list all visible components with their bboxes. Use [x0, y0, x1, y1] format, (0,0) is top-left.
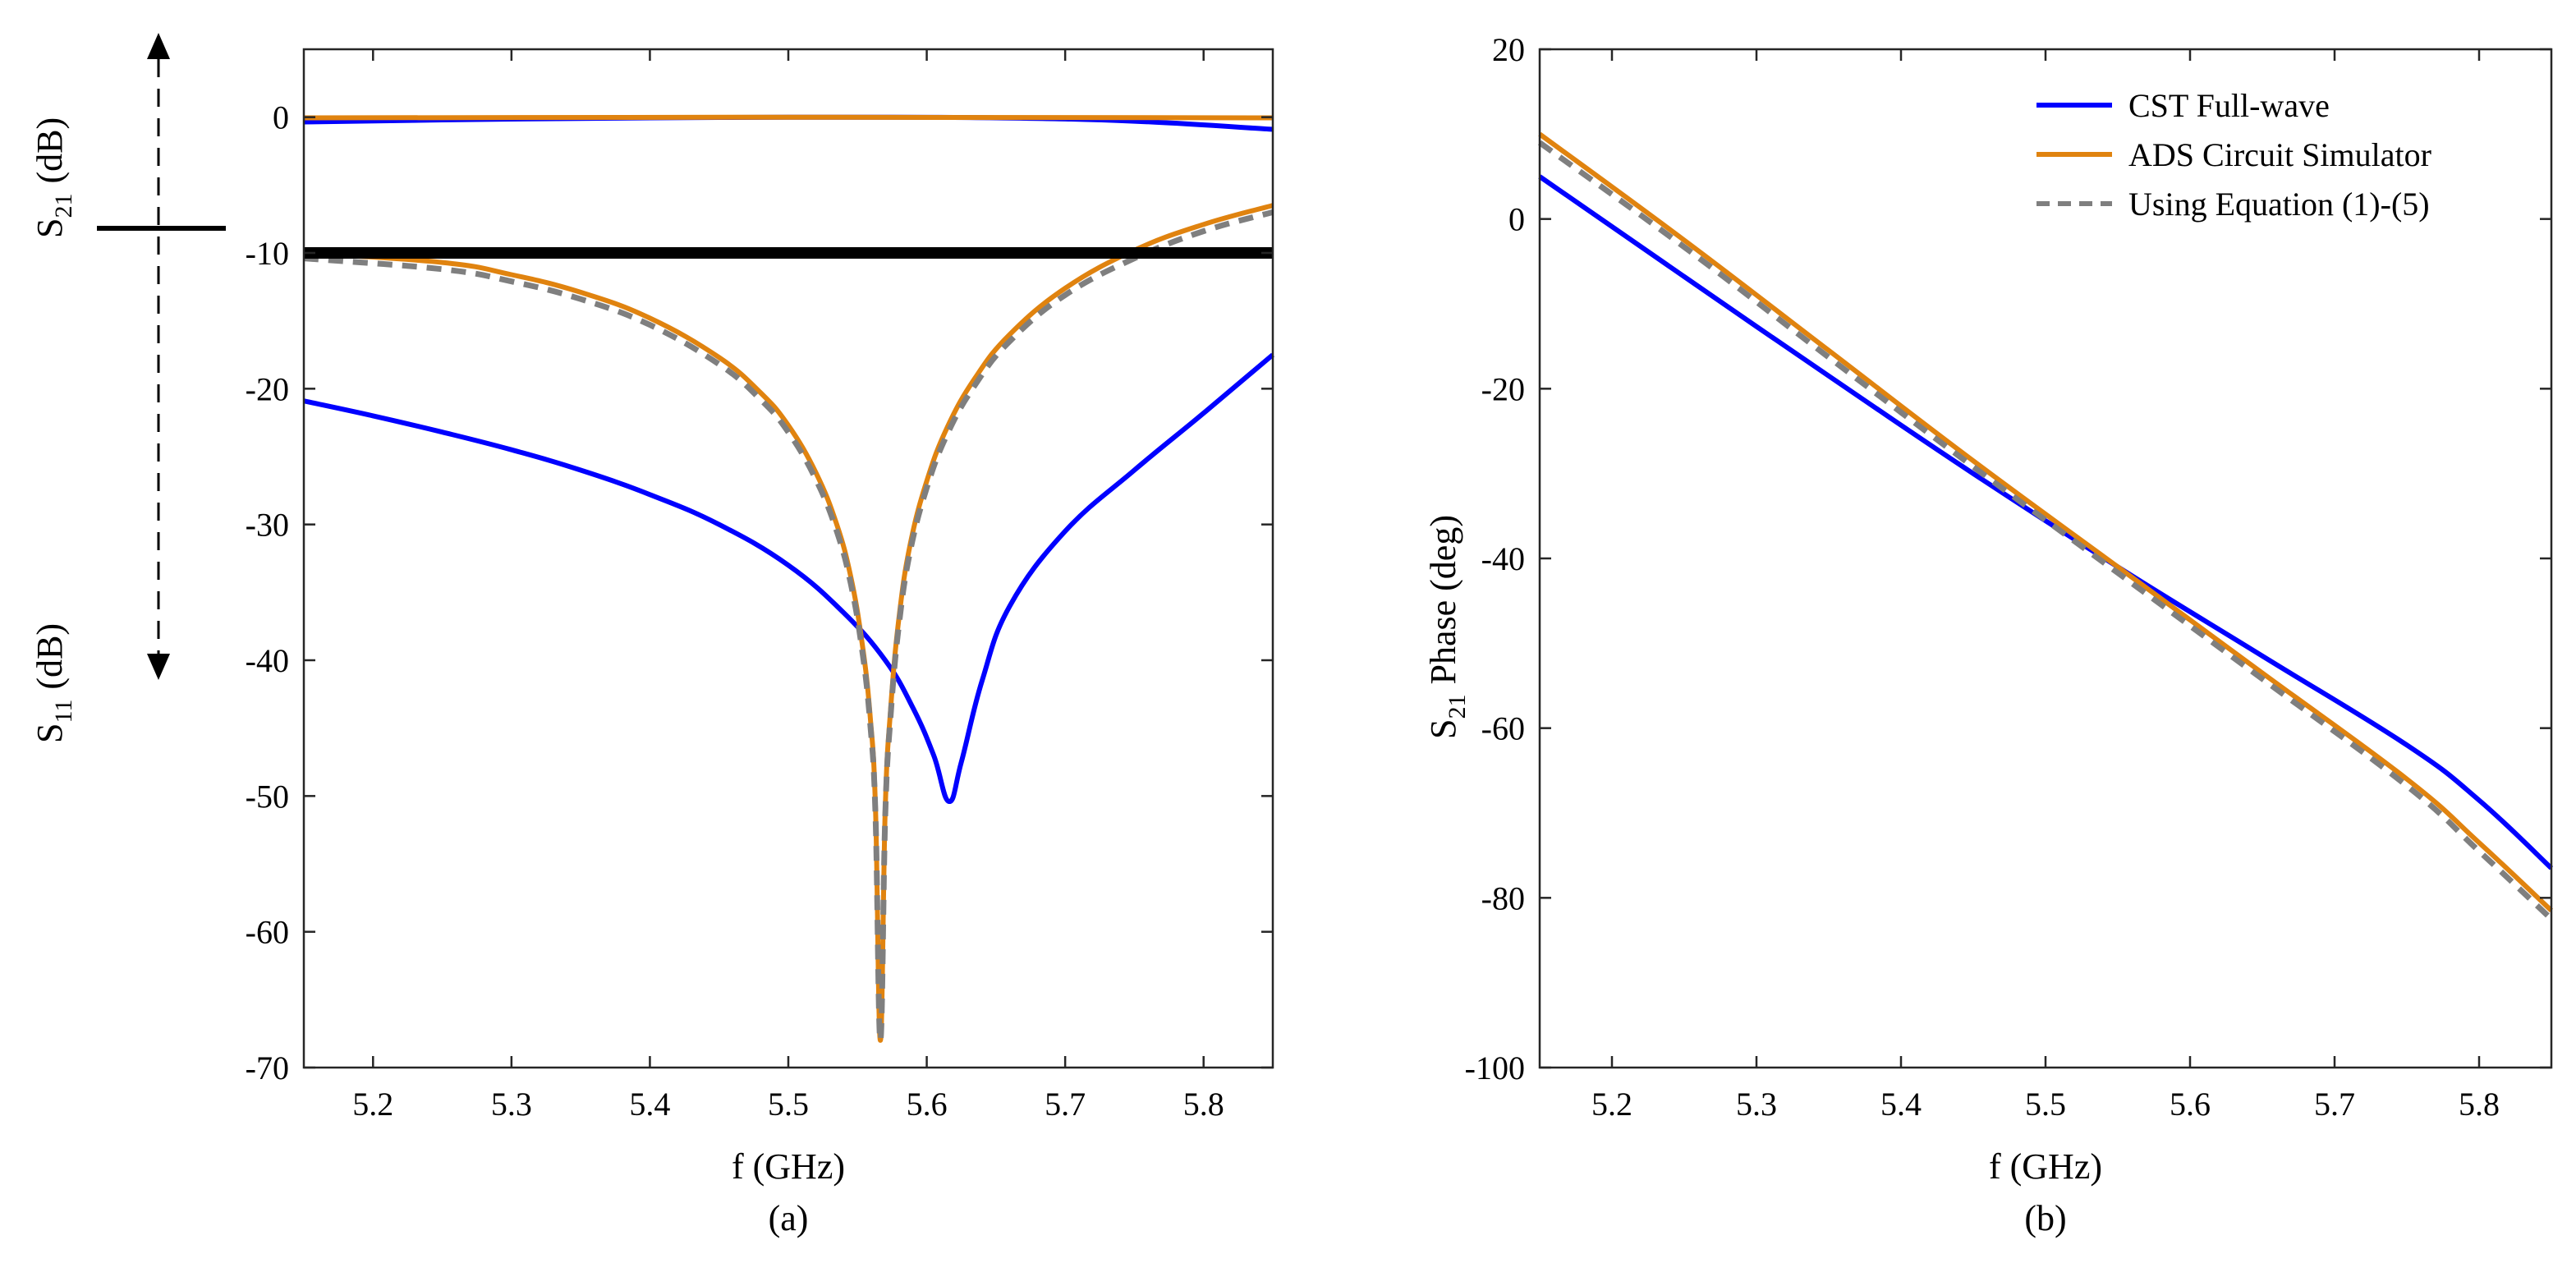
- panel-b: 5.2 5.3 5.4 5.5 5.6 5.7 5.8 20 0 -20 -40 -60 -80 -10…: [1423, 31, 2554, 1238]
- panel-b-y-label: S21 Phase (deg): [1423, 515, 1471, 739]
- panel-a-y-ticks: 0 -10 -20 -30 -40 -50 -60 -70: [246, 99, 1273, 1086]
- series-line-eq: [1537, 140, 2554, 921]
- panel-a: 5.2 5.3 5.4 5.5 5.6 5.7 5.8 0 -10 -20 -30 -40 -50 -6…: [30, 33, 1274, 1238]
- y-tick-label: -20: [1481, 370, 1525, 407]
- y-tick-label: -30: [246, 507, 289, 544]
- series-line-ads: [1538, 131, 2554, 912]
- y-tick-label: -100: [1465, 1049, 1525, 1086]
- panel-a-caption: (a): [769, 1198, 809, 1238]
- panel-b-series-group: [1537, 131, 2554, 921]
- panel-b-plot-area: [1540, 49, 2551, 1068]
- y-tick-label: 20: [1492, 31, 1525, 68]
- panel-a-y-label-s21-sub: 21: [50, 194, 77, 218]
- y-tick-label: -10: [246, 235, 289, 272]
- y-tick-label: -60: [246, 914, 289, 951]
- y-tick-label: -70: [246, 1049, 289, 1086]
- y-tick-label: -60: [1481, 710, 1525, 747]
- panel-a-arrow-down-head: [147, 654, 170, 680]
- x-tick-label: 5.2: [352, 1086, 393, 1123]
- panel-b-y-ticks: 20 0 -20 -40 -60 -80 -100: [1465, 31, 2551, 1086]
- y-tick-label: -20: [246, 370, 289, 407]
- series-line-cst: [1538, 174, 2554, 870]
- panel-b-x-ticks: 5.2 5.3 5.4 5.5 5.6 5.7 5.8: [1591, 49, 2500, 1123]
- panel-a-series-group: [303, 114, 1274, 1044]
- series-line-ads: [303, 114, 1274, 121]
- x-tick-label: 5.8: [1183, 1086, 1224, 1123]
- x-tick-label: 5.4: [629, 1086, 670, 1123]
- panel-a-y-label-s11-sub: 11: [50, 700, 77, 723]
- x-tick-label: 5.8: [2459, 1086, 2500, 1123]
- x-tick-label: 5.6: [2170, 1086, 2211, 1123]
- panel-a-y-label-s21-unit: (dB): [30, 117, 70, 184]
- series-line-eq: [303, 209, 1274, 1044]
- panel-b-legend: CST Full-wave ADS Circuit Simulator Usin…: [2036, 87, 2431, 223]
- panel-b-x-axis-label: f (GHz): [1989, 1146, 2102, 1187]
- y-tick-label: -40: [1481, 540, 1525, 577]
- panel-a-arrow-up-head: [147, 33, 170, 59]
- legend-label-eq: Using Equation (1)-(5): [2128, 186, 2430, 223]
- y-tick-label: -40: [246, 642, 289, 679]
- legend-label-cst: CST Full-wave: [2128, 87, 2330, 124]
- x-tick-label: 5.3: [491, 1086, 532, 1123]
- panel-b-y-label-unit: Phase (deg): [1423, 515, 1463, 685]
- panel-b-y-label-base: S: [1423, 719, 1463, 739]
- x-tick-label: 5.2: [1591, 1086, 1632, 1123]
- panel-b-y-label-sub: 21: [1444, 695, 1471, 719]
- panel-a-y-label-s21-base: S: [30, 218, 70, 238]
- x-tick-label: 5.5: [768, 1086, 809, 1123]
- panel-a-x-ticks: 5.2 5.3 5.4 5.5 5.6 5.7 5.8: [352, 49, 1224, 1123]
- y-tick-label: 0: [1508, 201, 1525, 238]
- x-tick-label: 5.6: [907, 1086, 948, 1123]
- panel-a-x-axis-label: f (GHz): [732, 1146, 845, 1187]
- x-tick-label: 5.4: [1880, 1086, 1922, 1123]
- y-tick-label: 0: [273, 99, 289, 136]
- legend-label-ads: ADS Circuit Simulator: [2128, 136, 2431, 173]
- panel-a-y-label-s11: S11 (dB): [30, 623, 77, 743]
- panel-b-caption: (b): [2024, 1198, 2066, 1238]
- x-tick-label: 5.7: [1045, 1086, 1086, 1123]
- panel-a-y-label-s11-base: S: [30, 723, 70, 743]
- x-tick-label: 5.3: [1736, 1086, 1777, 1123]
- y-tick-label: -80: [1481, 880, 1525, 916]
- x-tick-label: 5.7: [2314, 1086, 2355, 1123]
- x-tick-label: 5.5: [2025, 1086, 2066, 1123]
- y-tick-label: -50: [246, 778, 289, 815]
- panel-a-y-label-s21: S21 (dB): [30, 117, 77, 238]
- panel-a-y-label-s11-unit: (dB): [30, 623, 70, 690]
- panel-a-plot-area: [304, 49, 1273, 1068]
- series-line-cst: [303, 352, 1274, 804]
